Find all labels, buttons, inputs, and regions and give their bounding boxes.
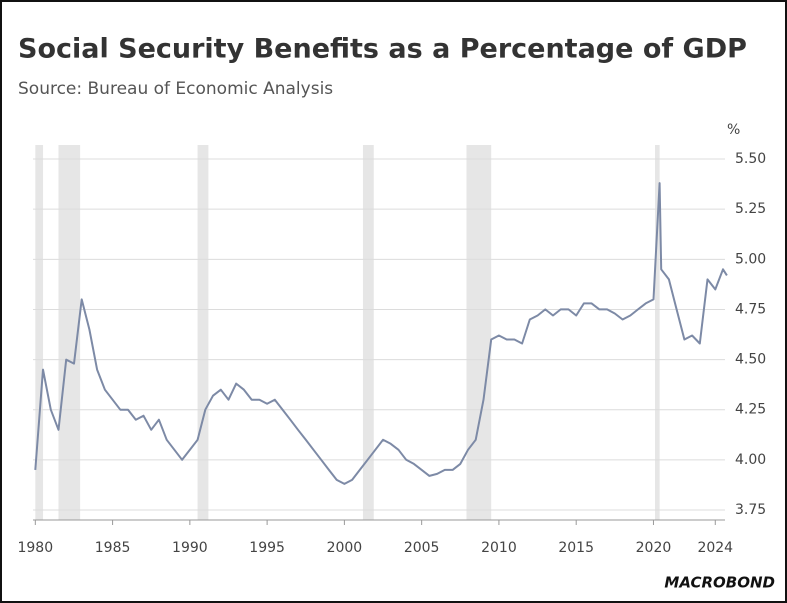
y-unit: % — [727, 122, 740, 138]
x-tick-label: 1985 — [95, 540, 131, 556]
y-tick-label: 5.25 — [735, 201, 766, 217]
x-tick-label: 1990 — [172, 540, 208, 556]
y-tick-label: 5.00 — [735, 251, 766, 267]
y-tick-label: 3.75 — [735, 502, 766, 518]
recession-band — [35, 145, 44, 520]
recession-band — [197, 145, 209, 520]
recession-band — [466, 145, 492, 520]
logo: MACROBOND — [664, 574, 775, 592]
recession-band — [362, 145, 374, 520]
x-tick-label: 2015 — [558, 540, 594, 556]
y-tick-label: 4.25 — [735, 402, 766, 418]
x-tick-label: 1995 — [249, 540, 285, 556]
x-tick-label: 2010 — [481, 540, 517, 556]
y-tick-label: 4.50 — [735, 352, 766, 368]
data-line — [34, 182, 728, 485]
x-tick-label: 2005 — [404, 540, 440, 556]
y-tick-label: 4.75 — [735, 301, 766, 317]
y-tick-label: 4.00 — [735, 452, 766, 468]
chart-title: Social Security Benefits as a Percentage… — [18, 34, 747, 65]
recession-band — [58, 145, 81, 520]
x-tick-label: 1980 — [17, 540, 53, 556]
x-tick-label: 2024 — [697, 540, 733, 556]
chart-subtitle: Source: Bureau of Economic Analysis — [18, 79, 333, 99]
x-tick-label: 2000 — [327, 540, 363, 556]
recession-band — [655, 145, 660, 520]
y-tick-label: 5.50 — [735, 151, 766, 167]
x-tick-label: 2020 — [636, 540, 672, 556]
